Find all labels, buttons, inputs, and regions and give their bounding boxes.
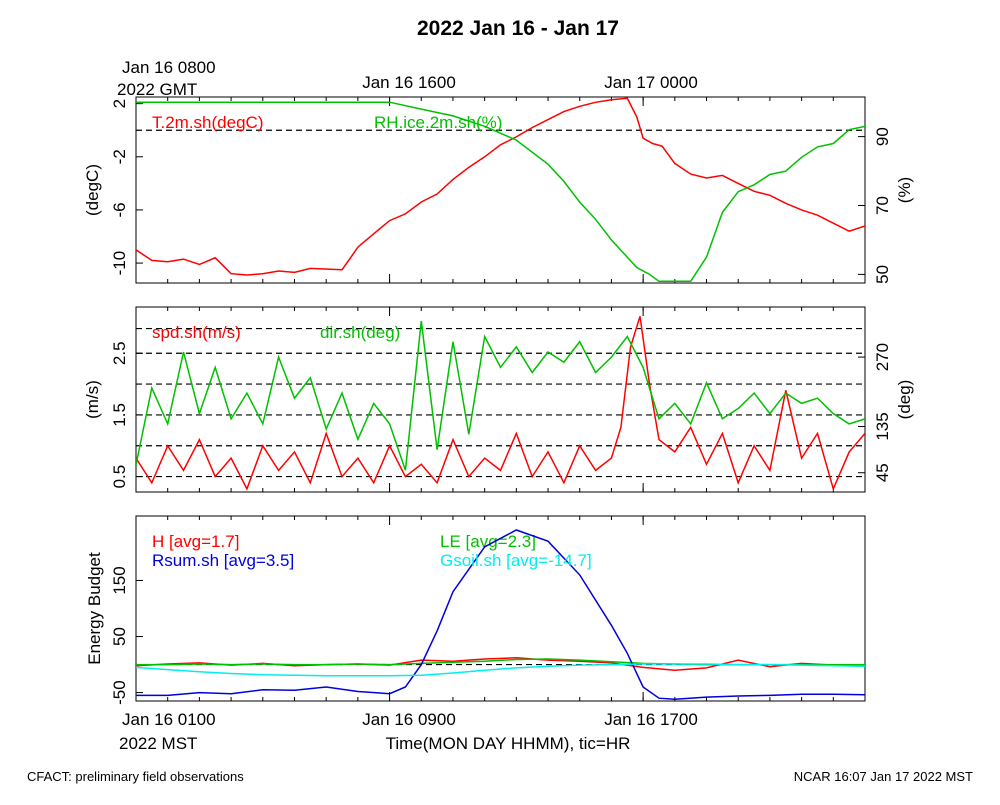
y-left-tick-label: 50	[110, 627, 129, 646]
y-left-tick-label: 1.5	[110, 403, 129, 427]
bottom-axis-timezone: 2022 MST	[119, 734, 197, 753]
y-left-tick-label: -50	[110, 680, 129, 705]
series-label: spd.sh(m/s)	[152, 323, 241, 342]
bottom-axis-tick-label: Jan 16 0100	[122, 710, 216, 729]
chart-panel-2: 2.5 1.5 0.5 (m/s) 270 135 45 (deg) spd.sh(m/s) di…	[83, 306, 914, 493]
top-axis-tick-label: Jan 17 0000	[604, 73, 698, 92]
y-left-tick-label: 0.5	[110, 465, 129, 489]
series-label: Rsum.sh [avg=3.5]	[152, 551, 294, 570]
y-left-axis-label: (degC)	[83, 164, 102, 216]
y-left-tick-label: -2	[110, 149, 129, 164]
series-label: RH.ice.2m.sh(%)	[374, 113, 502, 132]
plot-frame	[135, 96, 866, 284]
series-line	[136, 316, 865, 492]
y-left-tick-label: -10	[110, 251, 129, 276]
series-line	[136, 321, 865, 471]
y-left-axis-label: Energy Budget	[85, 552, 104, 665]
y-right-axis-label: (%)	[895, 177, 914, 203]
series-label: dir.sh(deg)	[320, 323, 400, 342]
bottom-axis-tick-label: Jan 16 1700	[604, 710, 698, 729]
plot-frame	[135, 515, 866, 702]
series-label: LE [avg=2.3]	[440, 532, 536, 551]
top-axis-tick-label: Jan 16 1600	[362, 73, 456, 92]
y-right-tick-label: 70	[873, 196, 892, 215]
series-line	[136, 97, 865, 276]
top-axis-tick-label: Jan 16 0800	[122, 58, 216, 77]
y-left-tick-label: -6	[110, 202, 129, 217]
series-label: T.2m.sh(degC)	[152, 113, 263, 132]
series-line	[136, 101, 865, 283]
chart-text-layer: 2022 Jan 16 - Jan 17 Jan 16 0800 2022 GM…	[27, 17, 973, 784]
y-right-tick-label: 270	[873, 343, 892, 371]
y-right-tick-label: 45	[873, 463, 892, 482]
footer-left: CFACT: preliminary field observations	[27, 769, 244, 784]
bottom-axis-tick-label: Jan 16 0900	[362, 710, 456, 729]
series-label: H [avg=1.7]	[152, 532, 239, 551]
series-label: Gsoil.sh [avg=-14.7]	[440, 551, 592, 570]
plot-frame	[135, 306, 866, 493]
y-left-tick-label: 2	[110, 99, 129, 108]
x-axis-label: Time(MON DAY HHMM), tic=HR	[386, 734, 631, 753]
y-right-tick-label: 135	[873, 412, 892, 440]
y-left-tick-label: 150	[110, 566, 129, 594]
y-left-tick-label: 2.5	[110, 341, 129, 365]
y-right-axis-label: (deg)	[895, 380, 914, 420]
y-right-tick-label: 90	[873, 127, 892, 146]
chart-panel-3: 150 50 -50 Energy Budget H [avg=1.7] LE [avg=…	[85, 515, 866, 705]
series-line	[136, 663, 865, 677]
y-left-axis-label: (m/s)	[83, 380, 102, 419]
chart-title: 2022 Jan 16 - Jan 17	[417, 17, 619, 40]
chart-panels: 2 -2 -6 -10 (degC) 90 70 50 (%) T.2m.sh(degC) RH.i…	[83, 96, 914, 705]
chart-panel-1: 2 -2 -6 -10 (degC) 90 70 50 (%) T.2m.sh(degC) RH.i…	[83, 96, 914, 284]
series-line	[136, 529, 865, 701]
y-right-tick-label: 50	[873, 265, 892, 284]
footer-right: NCAR 16:07 Jan 17 2022 MST	[794, 769, 973, 784]
top-axis-timezone: 2022 GMT	[117, 80, 197, 99]
